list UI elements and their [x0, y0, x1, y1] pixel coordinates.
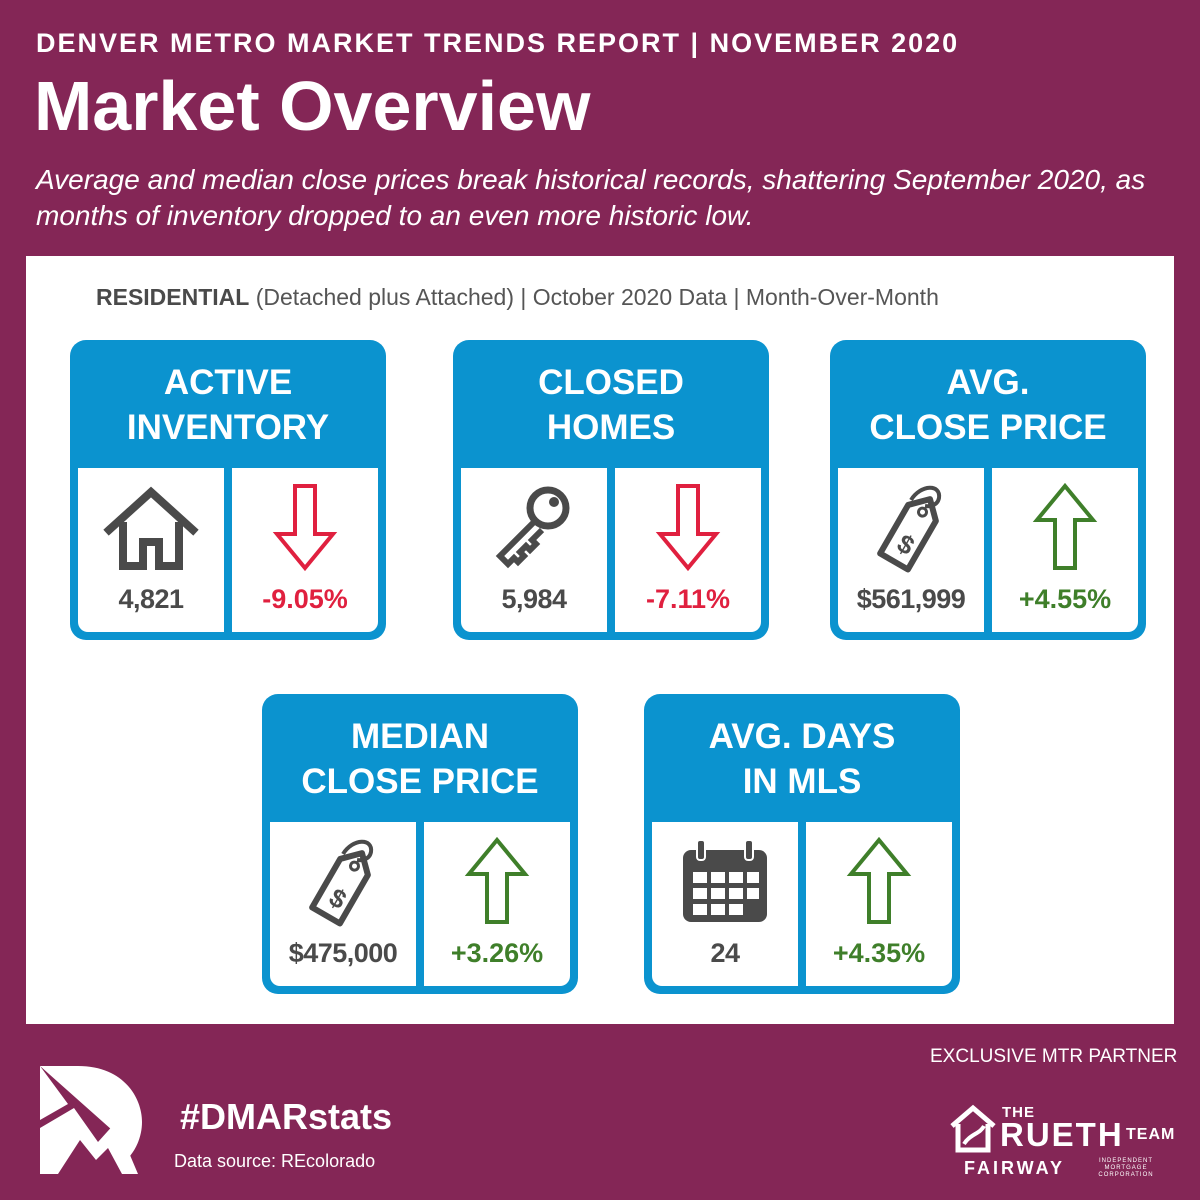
card-title-line2: HOMES [546, 408, 676, 447]
partner-fairway: FAIRWAY [964, 1158, 1066, 1178]
card-value: $561,999 [856, 584, 966, 614]
page-subtitle: Average and median close prices break hi… [36, 164, 1146, 231]
report-title: DENVER METRO MARKET TRENDS REPORT | NOVE… [36, 28, 960, 58]
card-value-cell: 5,984 [461, 468, 607, 632]
card-closed-homes: CLOSED HOMES 5,984 -7.11% [453, 340, 769, 640]
page-title: Market Overview [34, 67, 591, 145]
panel-heading-bold: RESIDENTIAL [96, 284, 250, 310]
stats-panel: RESIDENTIAL (Detached plus Attached) | O… [26, 256, 1174, 1024]
arrow-up-icon [846, 836, 912, 924]
card-change: -7.11% [645, 584, 731, 614]
card-change-cell: +3.26% [424, 822, 570, 986]
card-title-line2: IN MLS [742, 762, 862, 801]
card-title: AVG. CLOSE PRICE [830, 360, 1146, 450]
card-median-close-price: MEDIAN CLOSE PRICE $ $475,000 +3.26% [262, 694, 578, 994]
exclusive-partner-label: EXCLUSIVE MTR PARTNER [930, 1046, 1178, 1067]
card-title: ACTIVE INVENTORY [70, 360, 386, 450]
house-icon [103, 486, 199, 570]
card-value-cell: $ $561,999 [838, 468, 984, 632]
card-title-line2: INVENTORY [126, 408, 330, 447]
panel-heading: RESIDENTIAL (Detached plus Attached) | O… [96, 284, 939, 311]
card-value: $475,000 [288, 938, 398, 968]
card-value-cell: $ $475,000 [270, 822, 416, 986]
card-value-cell: 4,821 [78, 468, 224, 632]
card-title-line1: CLOSED [538, 363, 684, 402]
dmar-logo [40, 1066, 142, 1174]
card-active-inventory: ACTIVE INVENTORY 4,821 -9.05% [70, 340, 386, 640]
card-title-line1: AVG. DAYS [708, 717, 896, 756]
card-value-cell: 24 [652, 822, 798, 986]
card-title-line1: MEDIAN [350, 717, 490, 756]
card-title: CLOSED HOMES [453, 360, 769, 450]
hashtag: #DMARstats [180, 1096, 393, 1137]
card-change-cell: -7.11% [615, 468, 761, 632]
partner-rueth: RUETH [1000, 1116, 1124, 1153]
card-value: 4,821 [118, 584, 184, 614]
card-value: 24 [710, 938, 740, 968]
partner-team: TEAM [1126, 1126, 1176, 1143]
arrow-up-icon [464, 836, 530, 924]
card-change-cell: +4.35% [806, 822, 952, 986]
card-title-line2: CLOSE PRICE [301, 762, 539, 801]
price-tag-icon: $ [877, 485, 942, 573]
rueth-house-icon [950, 1104, 996, 1153]
calendar-icon [683, 839, 767, 922]
card-change: -9.05% [262, 584, 348, 614]
card-change: +3.26% [450, 938, 544, 968]
partner-the: THE [1002, 1104, 1035, 1121]
card-title-line1: ACTIVE [163, 363, 293, 402]
arrow-down-icon [655, 484, 721, 572]
price-tag-icon: $ [309, 839, 374, 927]
data-source: Data source: REcolorado [174, 1151, 376, 1171]
card-avg-close-price: AVG. CLOSE PRICE $ $561,999 +4.55% [830, 340, 1146, 640]
card-change: +4.55% [1018, 584, 1112, 614]
card-title-line1: AVG. [946, 363, 1030, 402]
card-change: +4.35% [832, 938, 926, 968]
card-change-cell: +4.55% [992, 468, 1138, 632]
card-title: AVG. DAYS IN MLS [644, 714, 960, 804]
arrow-down-icon [272, 484, 338, 572]
card-avg-days-in-mls: AVG. DAYS IN MLS 24 [644, 694, 960, 994]
card-title: MEDIAN CLOSE PRICE [262, 714, 578, 804]
card-title-line2: CLOSE PRICE [869, 408, 1107, 447]
partner-imc: INDEPENDENT MORTGAGE CORPORATION [1098, 1158, 1154, 1178]
key-icon [495, 486, 570, 569]
arrow-up-icon [1032, 482, 1098, 570]
partner-logo: THE RUETH TEAM FAIRWAY INDEPENDENT MORTG… [950, 1100, 1180, 1190]
card-change-cell: -9.05% [232, 468, 378, 632]
panel-heading-rest: (Detached plus Attached) | October 2020 … [249, 284, 939, 310]
card-value: 5,984 [501, 584, 567, 614]
